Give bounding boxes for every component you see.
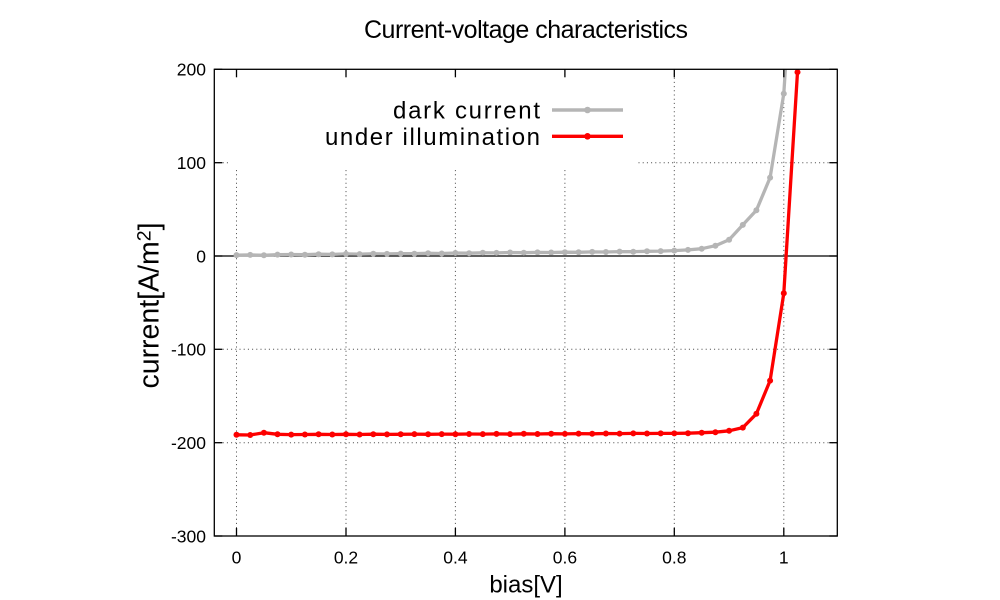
svg-text:under illumination: under illumination — [325, 124, 540, 151]
svg-text:100: 100 — [177, 153, 206, 173]
svg-text:0.4: 0.4 — [443, 548, 468, 568]
svg-text:Current-voltage characteristic: Current-voltage characteristics — [364, 16, 688, 44]
svg-text:0: 0 — [196, 246, 206, 266]
svg-text:dark current: dark current — [393, 98, 540, 125]
svg-text:-300: -300 — [171, 526, 206, 546]
svg-text:0: 0 — [232, 548, 242, 568]
svg-text:0.8: 0.8 — [662, 548, 686, 568]
svg-text:current[A/m2]: current[A/m2] — [133, 222, 165, 388]
svg-text:-100: -100 — [171, 340, 206, 360]
svg-text:-200: -200 — [171, 433, 206, 453]
svg-text:0.2: 0.2 — [334, 548, 358, 568]
svg-text:200: 200 — [177, 60, 206, 80]
svg-text:bias[V]: bias[V] — [489, 572, 562, 599]
svg-text:0.6: 0.6 — [553, 548, 577, 568]
svg-text:1: 1 — [779, 548, 789, 568]
